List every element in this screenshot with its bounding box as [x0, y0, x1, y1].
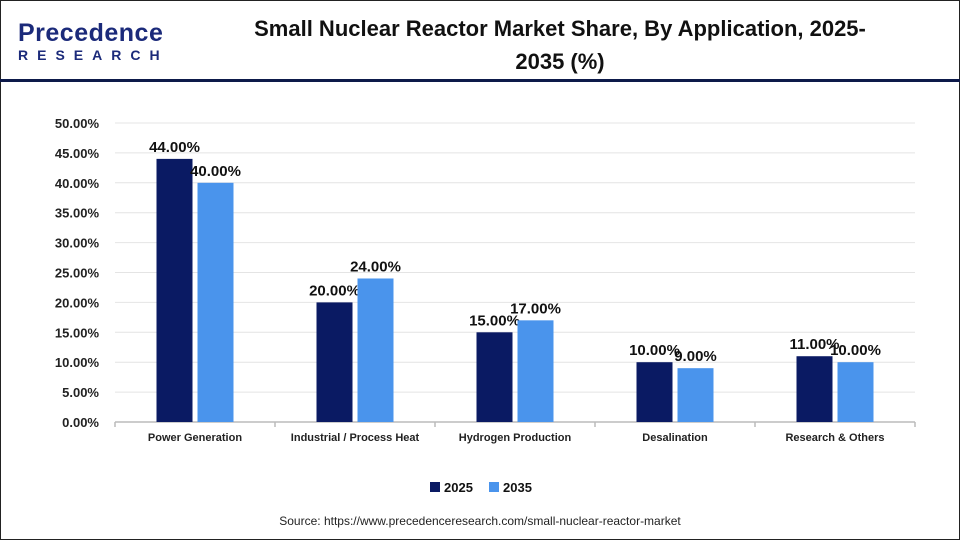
- logo-line2: RESEARCH: [18, 47, 169, 63]
- y-tick-label: 25.00%: [55, 266, 100, 281]
- legend-swatch-2035: [489, 482, 499, 492]
- data-label: 40.00%: [190, 163, 241, 180]
- source-text: Source: https://www.precedenceresearch.c…: [279, 514, 681, 528]
- bar-2035: [517, 320, 554, 422]
- category-label: Hydrogen Production: [459, 432, 572, 444]
- bar-2025: [796, 356, 833, 422]
- bar-2035: [677, 368, 714, 422]
- legend-label: 2035: [503, 480, 532, 495]
- data-label: 9.00%: [674, 348, 717, 365]
- bar-2025: [316, 302, 353, 422]
- legend-label: 2025: [444, 480, 473, 495]
- y-tick-label: 45.00%: [55, 146, 100, 161]
- legend-swatch-2025: [430, 482, 440, 492]
- title-line-2: 2035 (%): [515, 49, 605, 74]
- data-label: 11.00%: [789, 336, 839, 353]
- category-label: Research & Others: [785, 432, 884, 444]
- category-label: Power Generation: [148, 432, 242, 444]
- y-tick-label: 35.00%: [55, 206, 100, 221]
- bar-2025: [156, 158, 193, 422]
- y-tick-label: 20.00%: [55, 295, 100, 310]
- bar-2035: [357, 278, 394, 422]
- data-label: 24.00%: [350, 258, 401, 275]
- y-tick-label: 30.00%: [55, 236, 100, 251]
- data-label: 20.00%: [309, 282, 360, 299]
- y-tick-label: 50.00%: [55, 116, 100, 131]
- bar-2025: [476, 332, 513, 422]
- data-label: 10.00%: [629, 342, 680, 359]
- header-divider: [0, 79, 960, 82]
- y-tick-label: 10.00%: [55, 355, 100, 370]
- y-tick-label: 5.00%: [62, 385, 99, 400]
- y-tick-label: 15.00%: [55, 325, 100, 340]
- logo: Precedence RESEARCH: [18, 19, 169, 63]
- y-tick-label: 40.00%: [55, 176, 100, 191]
- bar-2035: [837, 362, 874, 422]
- category-label: Desalination: [642, 432, 708, 444]
- logo-line1: Precedence: [18, 19, 164, 47]
- data-label: 44.00%: [149, 139, 200, 156]
- category-label: Industrial / Process Heat: [291, 432, 420, 444]
- y-tick-label: 0.00%: [62, 415, 99, 430]
- data-label: 10.00%: [830, 342, 881, 359]
- bar-2025: [636, 362, 673, 422]
- title-line-1: Small Nuclear Reactor Market Share, By A…: [254, 16, 866, 41]
- bar-2035: [197, 182, 234, 422]
- data-label: 15.00%: [469, 312, 520, 329]
- chart-title: Small Nuclear Reactor Market Share, By A…: [190, 12, 930, 78]
- data-label: 17.00%: [510, 300, 561, 317]
